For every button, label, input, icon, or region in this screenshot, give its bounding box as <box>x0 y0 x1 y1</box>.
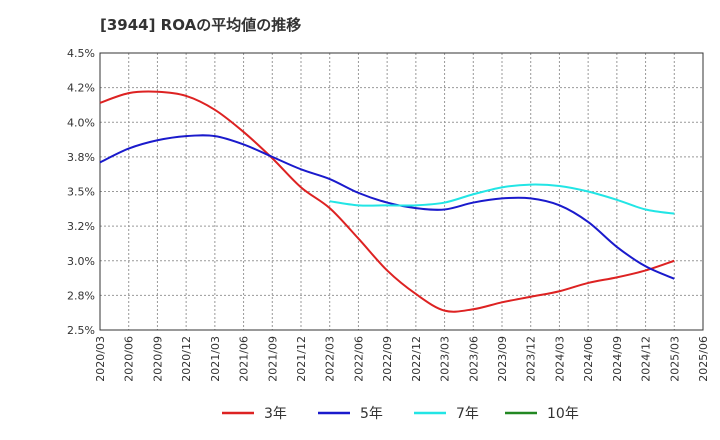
y-tick-label: 3.0% <box>67 255 95 268</box>
y-tick-label: 3.8% <box>67 151 95 164</box>
x-tick-label: 2022/03 <box>324 336 337 382</box>
y-tick-label: 4.5% <box>67 47 95 60</box>
x-tick-label: 2021/09 <box>266 336 279 382</box>
x-tick-label: 2024/12 <box>640 336 653 382</box>
series-line-0 <box>99 90 675 313</box>
series-lines <box>99 90 675 313</box>
x-tick-label: 2023/09 <box>496 336 509 382</box>
plot-frame <box>99 52 704 331</box>
x-tick-label: 2020/12 <box>180 336 193 382</box>
legend-label-1: 5年 <box>360 406 383 422</box>
x-tick-label: 2021/03 <box>209 336 222 382</box>
x-tick-label: 2022/09 <box>381 336 394 382</box>
x-tick-label: 2022/12 <box>410 336 423 382</box>
x-tick-label: 2025/06 <box>697 336 710 382</box>
x-tick-label: 2021/12 <box>295 336 308 382</box>
y-axis: 2.5% 2.8% 3.0% 3.2% 3.5% 3.8% 4.0% 4.2% 4.5% <box>67 47 95 337</box>
y-tick-label: 4.2% <box>67 82 95 95</box>
legend-label-2: 7年 <box>456 406 479 422</box>
series-line-1 <box>99 134 675 280</box>
y-tick-label: 3.2% <box>67 220 95 233</box>
y-tick-label: 4.0% <box>67 116 95 129</box>
legend: 3年 5年 7年 10年 <box>222 406 579 422</box>
x-axis: 2020/03 2020/06 2020/09 2020/12 2021/03 2021/… <box>94 336 710 382</box>
x-tick-label: 2022/06 <box>352 336 365 382</box>
x-tick-label: 2020/09 <box>151 336 164 382</box>
x-tick-label: 2020/06 <box>123 336 136 382</box>
series-line-2 <box>329 183 675 215</box>
x-tick-label: 2025/03 <box>668 336 681 382</box>
x-tick-label: 2023/12 <box>525 336 538 382</box>
x-tick-label: 2024/03 <box>553 336 566 382</box>
grid <box>99 52 704 331</box>
legend-label-3: 10年 <box>547 406 579 422</box>
legend-label-0: 3年 <box>264 406 287 422</box>
chart-title: [3944] ROAの平均値の推移 <box>100 16 302 34</box>
x-tick-label: 2023/06 <box>467 336 480 382</box>
x-tick-label: 2021/06 <box>238 336 251 382</box>
x-tick-label: 2024/06 <box>582 336 595 382</box>
x-tick-label: 2023/03 <box>439 336 452 382</box>
x-tick-label: 2020/03 <box>94 336 107 382</box>
y-tick-label: 3.5% <box>67 186 95 199</box>
y-tick-label: 2.5% <box>67 324 95 337</box>
x-tick-label: 2024/09 <box>611 336 624 382</box>
y-tick-label: 2.8% <box>67 289 95 302</box>
